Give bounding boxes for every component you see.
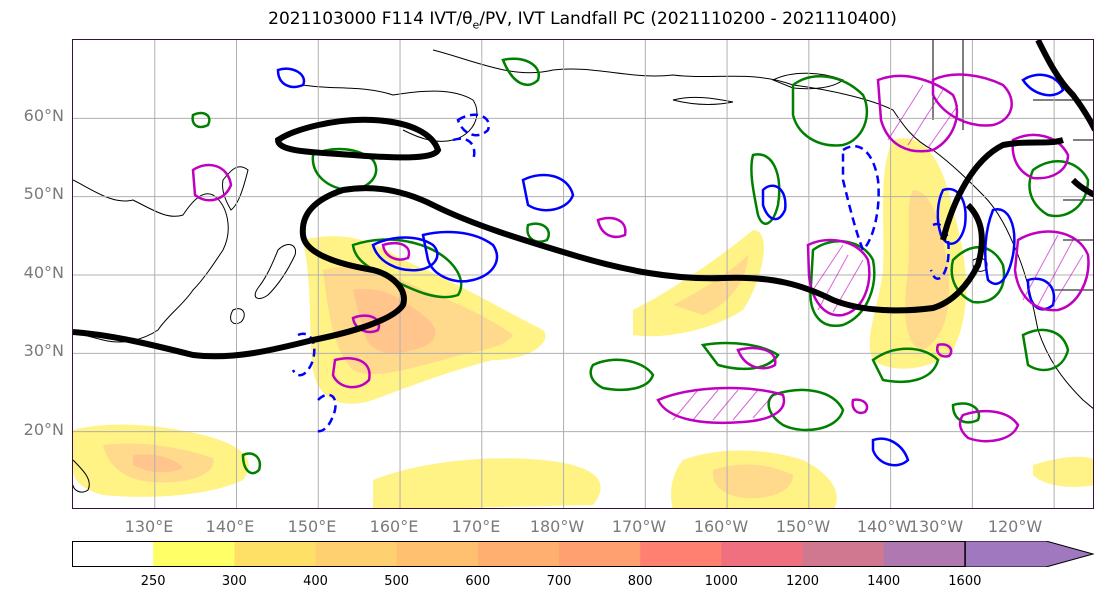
lat-label-30: 30°N bbox=[23, 341, 64, 360]
colorbar-segment bbox=[477, 541, 560, 567]
lon-label-130w: 130°W bbox=[908, 517, 964, 536]
landfall-pc-contours bbox=[191, 73, 1090, 443]
title-suffix: /PV, IVT Landfall PC (2021110200 - 20211… bbox=[479, 9, 897, 29]
colorbar-segment bbox=[72, 541, 154, 567]
colorbar-border bbox=[72, 541, 966, 567]
lon-label-150e: 150°E bbox=[287, 517, 337, 536]
colorbar-segment bbox=[721, 541, 803, 567]
lon-label-170e: 170°E bbox=[451, 517, 501, 536]
lon-label-140w: 140°W bbox=[856, 517, 912, 536]
colorbar-segment bbox=[802, 541, 885, 567]
map-canvas bbox=[73, 40, 1093, 508]
lon-label-180w: 180°W bbox=[529, 517, 585, 536]
colorbar-extend-arrow bbox=[964, 541, 1094, 567]
lon-label-160e: 160°E bbox=[369, 517, 419, 536]
lat-label-20: 20°N bbox=[23, 420, 64, 439]
lat-label-50: 50°N bbox=[23, 184, 64, 203]
colorbar-segment bbox=[640, 541, 722, 567]
colorbar-tick-label: 600 bbox=[465, 574, 491, 589]
lat-label-40: 40°N bbox=[23, 263, 64, 282]
map-panel bbox=[72, 39, 1094, 509]
pv-dashed-contours bbox=[291, 113, 950, 433]
lat-label-60: 60°N bbox=[23, 106, 64, 125]
colorbar-tick-label: 700 bbox=[546, 574, 572, 589]
lon-label-140e: 140°E bbox=[205, 517, 255, 536]
lon-label-130e: 130°E bbox=[124, 517, 174, 536]
colorbar-tick-label: 250 bbox=[140, 574, 166, 589]
colorbar-tick-label: 1000 bbox=[704, 574, 738, 589]
colorbar-tick-label: 800 bbox=[627, 574, 653, 589]
map-title: 2021103000 F114 IVT/θe/PV, IVT Landfall … bbox=[0, 9, 1105, 31]
pc-hatching bbox=[672, 84, 1084, 421]
colorbar-tick-label: 500 bbox=[384, 574, 410, 589]
colorbar-segment bbox=[559, 541, 641, 567]
lon-label-170w: 170°W bbox=[611, 517, 667, 536]
colorbar-segment bbox=[234, 541, 316, 567]
title-prefix: 2021103000 F114 IVT/θ bbox=[268, 9, 473, 29]
colorbar-tick-label: 1400 bbox=[867, 574, 901, 589]
gridlines bbox=[73, 40, 1093, 508]
ivt-axis-lines bbox=[73, 40, 1093, 360]
colorbar-tick-label: 1200 bbox=[785, 574, 820, 589]
colorbar-tick-label: 1600 bbox=[948, 574, 982, 589]
colorbar-segment bbox=[315, 541, 398, 567]
colorbar-tick-label: 400 bbox=[303, 574, 328, 589]
colorbar-segment bbox=[883, 541, 966, 567]
colorbar-segment bbox=[396, 541, 479, 567]
lon-label-120w: 120°W bbox=[987, 517, 1043, 536]
lon-label-150w: 150°W bbox=[775, 517, 831, 536]
title-subscript: e bbox=[472, 18, 480, 32]
lon-label-160w: 160°W bbox=[693, 517, 749, 536]
colorbar-segment bbox=[153, 541, 235, 567]
ivt-colorbar bbox=[72, 541, 1094, 567]
colorbar-tick-label: 300 bbox=[221, 574, 247, 589]
